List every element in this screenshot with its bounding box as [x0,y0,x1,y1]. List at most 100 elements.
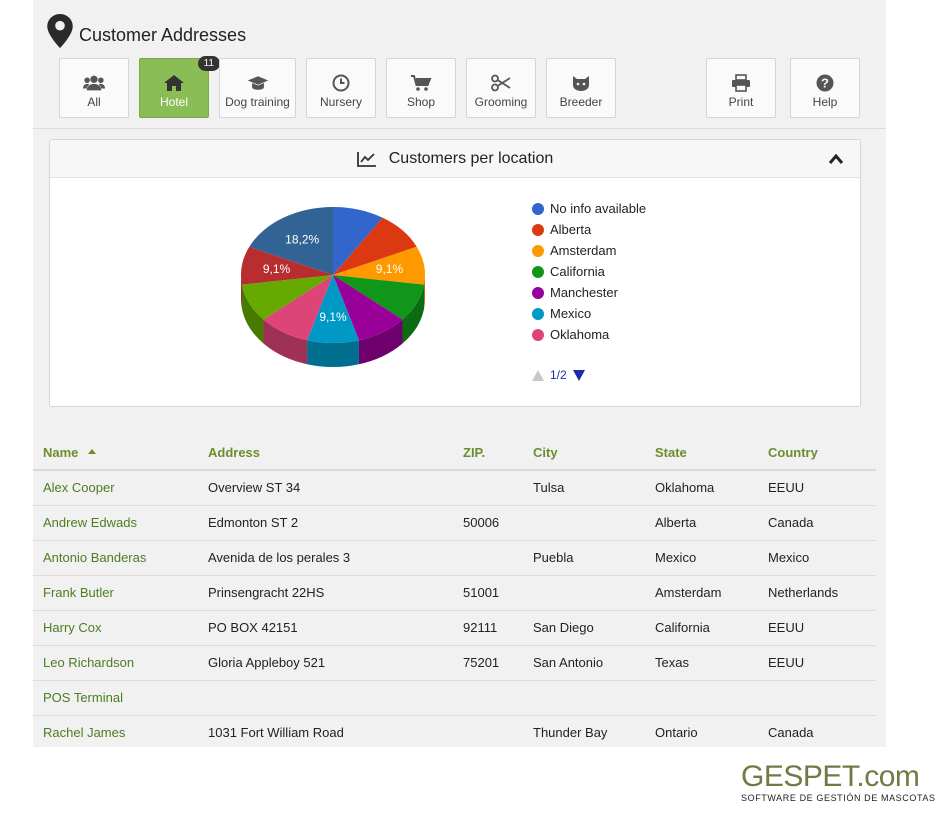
legend-item[interactable]: No info available [532,198,646,219]
cell-name[interactable]: Antonio Banderas [33,540,198,576]
cell-name[interactable]: Rachel James [33,715,198,747]
legend-swatch [532,202,544,215]
pie-slice[interactable] [249,207,333,275]
chart-panel: Customers per location 9,1% 9,1% 9,1% 18,2%… [49,139,861,407]
table-row[interactable]: Antonio Banderas Avenida de los perales 3… [33,540,876,576]
cart-icon [411,75,432,91]
pie-slice[interactable] [333,275,425,320]
page-header: Customer Addresses [47,14,246,48]
pie-slice-side [424,275,425,309]
line-chart-icon [356,152,376,167]
graduation-cap-icon [247,76,268,90]
pie-slice-side [402,284,425,344]
legend-next-icon[interactable] [572,369,585,381]
table-row[interactable]: Frank Butler Prinsengracht 22HS 51001 Amste… [33,575,876,611]
legend-item[interactable]: Oklahoma [532,324,646,345]
table-row[interactable]: Leo Richardson Gloria Appleboy 521 75201 Sa… [33,645,876,681]
cell-address: PO BOX 42151 [198,610,453,646]
cell-city: Thunder Bay [523,715,645,747]
pie-slice[interactable] [333,275,403,341]
cell-address [198,680,453,716]
svg-text:?: ? [821,76,829,91]
cell-state: Amsterdam [645,575,758,611]
table-row[interactable]: Harry Cox PO BOX 42151 92111 San Diego Calif… [33,610,876,646]
column-header-state[interactable]: State [645,435,758,471]
pie-data-label: 9,1% [376,262,404,276]
cell-zip: 51001 [453,575,523,611]
cell-country [758,680,876,716]
brand-logo-text: GESPET.com [741,760,920,793]
table-row[interactable]: POS Terminal [33,680,876,716]
column-header-address[interactable]: Address [198,435,453,471]
pie-slice[interactable] [307,275,359,343]
pie-slice[interactable] [333,207,383,275]
hotel-count-badge: 11 [197,56,220,71]
filter-hotel-button[interactable]: Hotel 11 [139,56,220,118]
legend-item[interactable]: Amsterdam [532,240,646,261]
legend-item[interactable]: California [532,261,646,282]
legend-item[interactable]: Manchester [532,282,646,303]
pie-chart: 9,1% 9,1% 9,1% 18,2% [241,207,425,367]
pie-slice[interactable] [241,246,333,285]
legend-prev-icon[interactable] [532,369,544,381]
chevron-up-icon[interactable] [828,152,844,166]
cell-name[interactable]: Andrew Edwads [33,505,198,541]
print-button[interactable]: Print [706,58,776,118]
filter-all-button[interactable]: All [59,58,129,118]
filter-dog-training-button[interactable]: Dog training [219,58,296,118]
column-header-zip[interactable]: ZIP. [453,435,523,471]
cell-country: Mexico [758,540,876,576]
pie-slice[interactable] [333,217,417,275]
addresses-table: Name Address ZIP. City State Country Ale… [33,435,876,747]
table-body: Alex Cooper Overview ST 34 Tulsa Oklahoma EE… [33,470,876,747]
cell-name[interactable]: POS Terminal [33,680,198,716]
print-icon [732,74,750,92]
users-icon [83,75,105,91]
pie-data-label: 9,1% [319,310,347,324]
cat-icon [573,76,589,91]
pie-slice-side [241,284,264,344]
legend-item[interactable]: Mexico [532,303,646,324]
chart-panel-header: Customers per location [50,140,860,178]
toolbar-divider [33,128,886,129]
pie-chart-labels: 9,1% 9,1% 9,1% 18,2% [263,233,404,325]
filter-grooming-button[interactable]: Grooming [466,58,536,118]
table-row[interactable]: Andrew Edwads Edmonton ST 2 50006 Alberta Ca… [33,505,876,541]
column-header-city[interactable]: City [523,435,645,471]
help-button[interactable]: ? Help [790,58,860,118]
filter-breeder-button[interactable]: Breeder [546,58,616,118]
table-header-row: Name Address ZIP. City State Country [33,435,876,471]
cell-city: Puebla [523,540,645,576]
column-header-name-label: Name [43,444,79,460]
cell-zip: 75201 [453,645,523,681]
legend-swatch [532,223,544,236]
cell-state: California [645,610,758,646]
cell-zip [453,715,523,747]
home-icon [164,75,184,91]
legend-label: Manchester [550,285,618,300]
page-title: Customer Addresses [79,24,247,45]
filter-nursery-button[interactable]: Nursery [306,58,376,118]
pie-slice[interactable] [241,275,333,320]
cell-name[interactable]: Harry Cox [33,610,198,646]
pie-slice[interactable] [333,246,425,285]
pie-slice-side [358,319,403,365]
legend-item[interactable]: Alberta [532,219,646,240]
cell-state: Texas [645,645,758,681]
cell-name[interactable]: Frank Butler [33,575,198,611]
legend-label: Oklahoma [550,327,610,342]
cell-country: Canada [758,505,876,541]
table-row[interactable]: Alex Cooper Overview ST 34 Tulsa Oklahoma EE… [33,470,876,506]
cell-state: Oklahoma [645,470,758,506]
column-header-country[interactable]: Country [758,435,876,471]
legend-swatch [532,244,544,257]
legend-label: Alberta [550,222,592,237]
cell-name[interactable]: Alex Cooper [33,470,198,506]
pie-slice[interactable] [263,275,333,341]
filter-shop-button[interactable]: Shop [386,58,456,118]
table-row[interactable]: Rachel James 1031 Fort William Road Thunde… [33,715,876,747]
cell-zip [453,470,523,506]
cell-name[interactable]: Leo Richardson [33,645,198,681]
cell-city: San Diego [523,610,645,646]
column-header-name[interactable]: Name [33,435,198,471]
